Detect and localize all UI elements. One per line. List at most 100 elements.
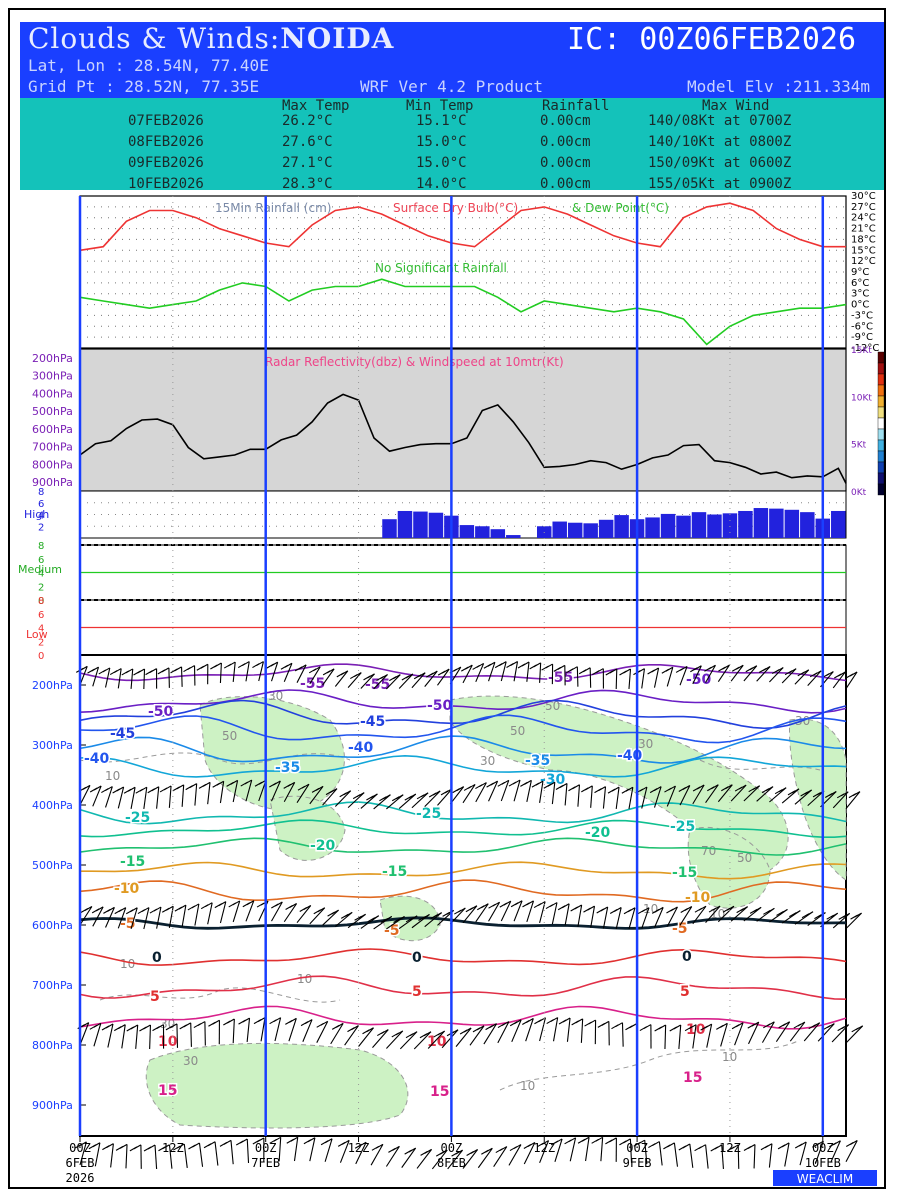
- wind-barb: [717, 784, 733, 803]
- rh-contour-label: 10: [520, 1079, 535, 1093]
- wind-barb-feather: [240, 781, 248, 787]
- wind-barb-feather: [663, 1144, 671, 1150]
- wind-barb-feather: [774, 789, 783, 795]
- wind-barb-feather: [123, 788, 132, 794]
- temperature-tick-label: 9°C: [851, 267, 869, 278]
- weaclim-logo-text: WEACLIM: [797, 1172, 853, 1186]
- wind-barb: [475, 663, 485, 683]
- temperature-tick-label: -6°C: [851, 321, 873, 332]
- wind-barb-feather: [173, 1145, 181, 1151]
- wind-barb-feather: [430, 914, 438, 920]
- wind-barb: [523, 1142, 536, 1165]
- wind-barb-feather: [311, 787, 320, 793]
- wind-barb: [761, 1021, 775, 1043]
- isotherm-line: [79, 689, 847, 714]
- x-tick-label: 00Z: [69, 1141, 91, 1155]
- row-max-wind: 140/10Kt at 0800Z: [648, 134, 792, 150]
- wind-barb: [181, 784, 185, 807]
- isotherm-line: [79, 879, 847, 903]
- wind-barb: [679, 785, 691, 806]
- wind-barb: [845, 791, 861, 809]
- wind-barb-feather: [350, 674, 358, 680]
- wind-barb: [831, 1024, 850, 1043]
- wind-barb-feather: [300, 1021, 309, 1027]
- wind-barb: [734, 1022, 744, 1046]
- radar-pressure-label: 400hPa: [32, 387, 73, 400]
- wind-barb: [245, 661, 250, 682]
- wind-barb-feather: [89, 787, 98, 793]
- high-cloud-bar: [459, 525, 475, 538]
- wind-barb-feather: [475, 784, 483, 790]
- wind-barb: [283, 782, 296, 803]
- wind-barb-feather: [812, 1142, 820, 1148]
- wind-barb-feather: [809, 672, 818, 678]
- wind-barb-feather: [726, 1146, 735, 1152]
- isotherm-label: 5: [680, 984, 690, 1000]
- dbz-colorbar-cell: [877, 351, 885, 364]
- wind-barb: [385, 1030, 404, 1049]
- wind-barb: [469, 1025, 485, 1046]
- wind-barb: [539, 781, 544, 803]
- wind-barb: [330, 1023, 344, 1045]
- wind-barb: [497, 1021, 510, 1044]
- wind-barb: [411, 792, 429, 809]
- wind-barb: [245, 900, 255, 922]
- wind-barb-feather: [212, 782, 220, 788]
- high-cloud-bar: [753, 508, 769, 538]
- wind-barb-feather: [115, 1145, 124, 1151]
- wind-barb: [483, 1023, 498, 1045]
- wind-barb: [360, 793, 378, 809]
- x-tick-label: 12Z: [162, 1141, 184, 1155]
- rh-shaded-region: [789, 718, 847, 881]
- x-tick-label: 12Z: [533, 1141, 555, 1155]
- wind-barb-feather: [594, 788, 602, 794]
- wind-barb-feather: [771, 669, 780, 675]
- rh-shaded-region: [269, 795, 346, 861]
- temperature-tick-label: -3°C: [851, 310, 873, 321]
- wind-barb-feather: [571, 1020, 579, 1026]
- wind-barb-feather: [533, 903, 542, 909]
- dbz-colorbar-cell: [877, 450, 885, 463]
- wind-barb-feather: [454, 909, 462, 915]
- wind-barb: [628, 907, 636, 930]
- wind-barb: [832, 912, 851, 929]
- wind-barb-feather: [743, 1145, 752, 1151]
- wind-barb: [577, 904, 583, 927]
- wind-barb-feather: [812, 792, 821, 798]
- row-date: 07FEB2026: [128, 113, 204, 129]
- wind-barb: [705, 905, 721, 924]
- wind-barb: [803, 1022, 821, 1042]
- wind-barb: [641, 668, 646, 689]
- wind-barb: [296, 664, 307, 683]
- isotherm-label: -25: [125, 810, 150, 826]
- wind-barb-feather: [531, 782, 540, 788]
- wind-barb: [678, 1024, 682, 1049]
- wind-barb: [416, 1149, 433, 1169]
- rh-contour-label: 50: [737, 851, 752, 865]
- wind-barb: [117, 786, 125, 809]
- wind-barb: [372, 1029, 389, 1048]
- rh-contour-label: 50: [545, 699, 560, 713]
- isotherm-line: [79, 1005, 847, 1030]
- wind-barb: [577, 784, 581, 807]
- isotherm-label: -10: [114, 881, 140, 897]
- wind-barb: [232, 900, 241, 923]
- isotherm-label: -45: [360, 714, 385, 730]
- wind-barb: [720, 1023, 728, 1047]
- rh-contour-label: 10: [643, 902, 658, 916]
- wind-barb-feather: [578, 669, 587, 675]
- wind-barb: [717, 905, 735, 923]
- wind-barb: [270, 780, 281, 802]
- wind-barb-feather: [214, 903, 223, 909]
- wind-barb-feather: [442, 911, 450, 917]
- radar-pressure-label: 700hPa: [32, 441, 73, 454]
- wind-barb: [424, 912, 443, 928]
- wind-barb-feather: [256, 902, 265, 908]
- wind-barb-feather: [488, 903, 496, 909]
- rh-contour-label: 50: [510, 724, 525, 738]
- wind-barb-feather: [172, 786, 180, 792]
- wind-barb-feather: [591, 1138, 599, 1144]
- wind-barb: [753, 1144, 756, 1169]
- x-tick-label: 00Z: [255, 1141, 277, 1155]
- wind-barb-feather: [808, 1024, 816, 1030]
